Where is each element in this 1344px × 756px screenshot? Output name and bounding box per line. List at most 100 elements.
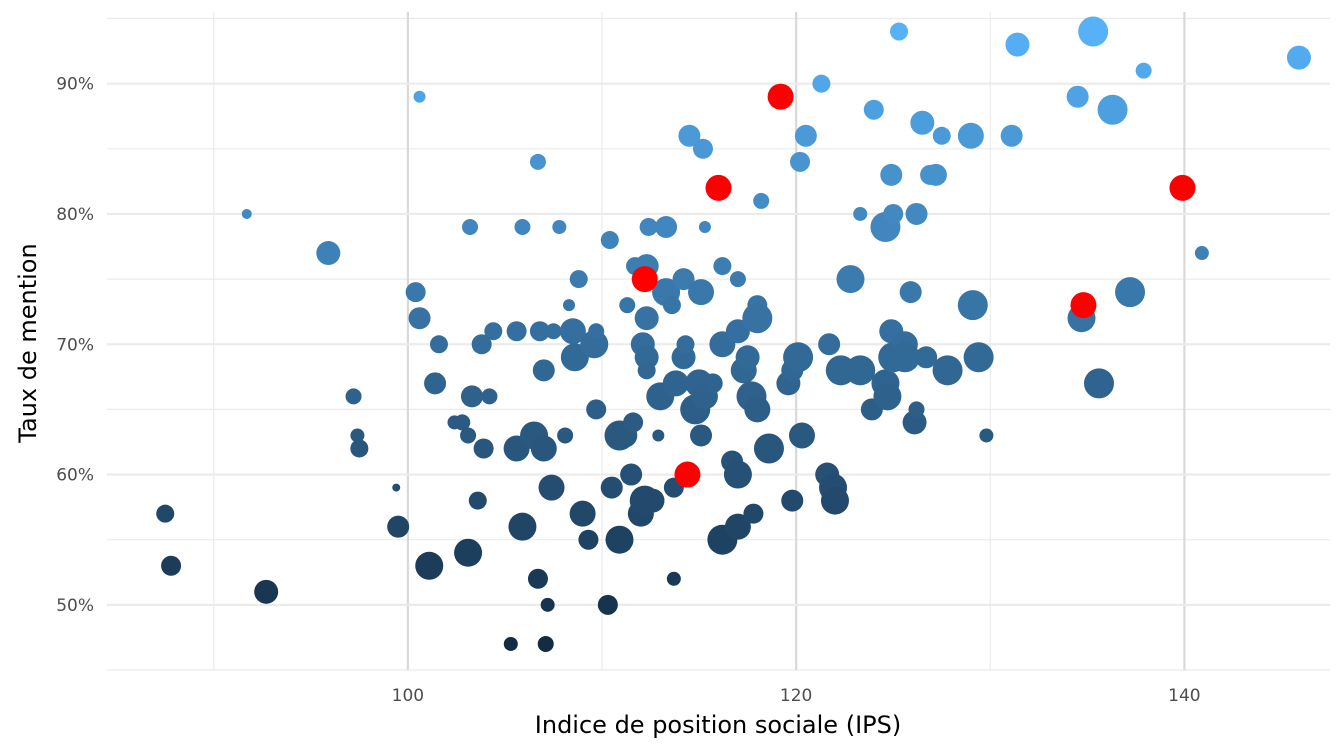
data-point — [527, 568, 548, 589]
data-point — [883, 203, 904, 224]
data-point — [468, 491, 487, 510]
data-point — [1135, 62, 1152, 79]
y-axis-title: Taux de mention — [14, 243, 42, 443]
data-point — [812, 74, 831, 93]
data-point — [655, 215, 678, 238]
data-point — [392, 483, 401, 492]
data-point — [345, 388, 362, 405]
data-point — [387, 515, 410, 538]
data-point — [424, 372, 447, 395]
data-point — [619, 297, 636, 314]
data-point — [506, 321, 527, 342]
data-point — [753, 433, 784, 464]
data-point — [788, 422, 815, 449]
data-point — [634, 306, 659, 331]
data-point — [1286, 45, 1311, 70]
data-point — [454, 538, 483, 567]
data-points — [156, 16, 1311, 652]
data-point — [910, 110, 935, 135]
data-point — [429, 335, 448, 354]
data-point — [563, 299, 576, 312]
y-tick-label: 60% — [56, 466, 94, 486]
highlighted-point — [767, 83, 794, 110]
data-point — [723, 460, 752, 489]
data-point — [623, 412, 644, 433]
data-point — [818, 333, 841, 356]
data-point — [724, 513, 751, 540]
data-point — [662, 296, 681, 315]
data-point — [702, 373, 723, 394]
data-point — [552, 219, 567, 234]
data-point — [471, 334, 492, 355]
data-point — [932, 355, 963, 386]
data-point — [586, 399, 607, 420]
data-point — [241, 208, 252, 219]
data-point — [753, 192, 770, 209]
data-point — [640, 488, 665, 513]
highlighted-point — [674, 461, 701, 488]
data-point — [662, 370, 689, 397]
data-point — [932, 126, 951, 145]
data-point — [634, 345, 659, 370]
data-point — [532, 359, 555, 382]
data-point — [569, 500, 596, 527]
data-point — [698, 220, 711, 233]
data-point — [1194, 246, 1209, 261]
data-point — [729, 271, 746, 288]
data-point — [600, 231, 619, 250]
highlighted-point — [1070, 292, 1097, 319]
data-point — [316, 241, 341, 266]
data-point — [639, 217, 658, 236]
data-point — [743, 503, 764, 524]
data-point — [405, 282, 426, 303]
data-point — [460, 385, 483, 408]
data-point — [454, 414, 471, 431]
data-point — [692, 138, 713, 159]
data-point — [688, 279, 715, 306]
data-point — [538, 474, 565, 501]
x-tick-label: 120 — [780, 686, 812, 706]
data-point — [1083, 368, 1114, 399]
data-point — [508, 512, 537, 541]
data-point — [794, 124, 817, 147]
data-point — [620, 463, 643, 486]
highlighted-point — [631, 266, 658, 293]
data-point — [836, 265, 865, 294]
data-point — [1078, 16, 1109, 47]
y-tick-label: 90% — [56, 75, 94, 95]
data-point — [557, 427, 574, 444]
data-point — [666, 571, 681, 586]
data-point — [744, 396, 771, 423]
data-point — [156, 504, 175, 523]
data-point — [725, 319, 750, 344]
data-point — [462, 218, 479, 235]
data-point — [254, 579, 279, 604]
minor-gridlines — [107, 12, 1330, 671]
data-point — [484, 322, 503, 341]
data-point — [600, 476, 623, 499]
major-gridlines — [107, 12, 1330, 670]
data-point — [979, 428, 994, 443]
highlighted-point — [705, 174, 732, 201]
y-tick-label: 50% — [56, 596, 94, 616]
data-point — [713, 257, 732, 276]
data-point — [460, 427, 477, 444]
data-point — [790, 151, 811, 172]
highlighted-points — [631, 83, 1196, 488]
data-point — [863, 99, 884, 120]
data-point — [514, 218, 531, 235]
data-point — [578, 529, 599, 550]
data-point — [820, 486, 849, 515]
data-point — [1115, 277, 1146, 308]
data-point — [899, 281, 922, 304]
data-point — [415, 551, 444, 580]
data-point — [873, 382, 902, 411]
data-point — [690, 424, 713, 447]
data-point — [957, 290, 988, 321]
data-point — [902, 410, 927, 435]
data-point — [605, 525, 634, 554]
data-point — [569, 270, 588, 289]
data-point — [905, 202, 928, 225]
data-point — [350, 428, 365, 443]
